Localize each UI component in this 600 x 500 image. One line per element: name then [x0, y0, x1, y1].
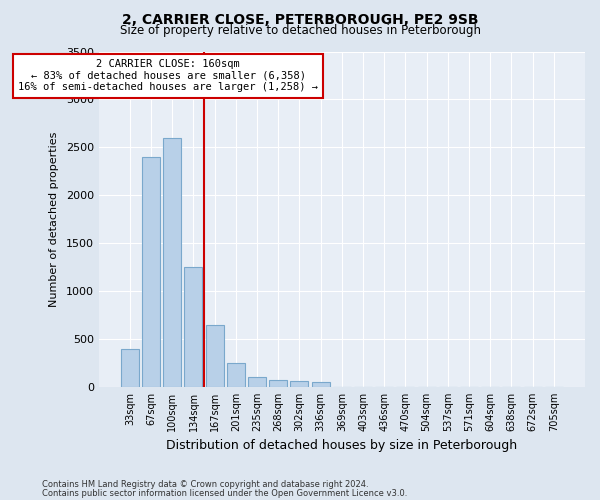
Bar — [206, 324, 224, 387]
Y-axis label: Number of detached properties: Number of detached properties — [49, 132, 59, 307]
Bar — [269, 380, 287, 387]
Text: Size of property relative to detached houses in Peterborough: Size of property relative to detached ho… — [119, 24, 481, 37]
Bar — [227, 363, 245, 387]
Bar — [121, 348, 139, 387]
Bar — [184, 267, 202, 387]
Bar — [311, 382, 329, 387]
Text: Contains HM Land Registry data © Crown copyright and database right 2024.: Contains HM Land Registry data © Crown c… — [42, 480, 368, 489]
Text: 2, CARRIER CLOSE, PETERBOROUGH, PE2 9SB: 2, CARRIER CLOSE, PETERBOROUGH, PE2 9SB — [122, 12, 478, 26]
Bar — [248, 378, 266, 387]
Bar — [163, 138, 181, 387]
Text: 2 CARRIER CLOSE: 160sqm
← 83% of detached houses are smaller (6,358)
16% of semi: 2 CARRIER CLOSE: 160sqm ← 83% of detache… — [18, 59, 318, 92]
Text: Contains public sector information licensed under the Open Government Licence v3: Contains public sector information licen… — [42, 488, 407, 498]
X-axis label: Distribution of detached houses by size in Peterborough: Distribution of detached houses by size … — [166, 440, 517, 452]
Bar — [290, 381, 308, 387]
Bar — [142, 157, 160, 387]
